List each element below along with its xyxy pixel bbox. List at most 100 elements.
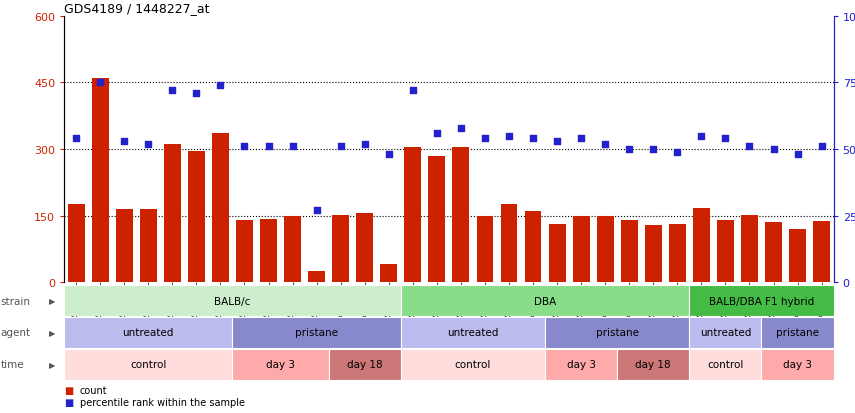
- Bar: [401, 317, 545, 348]
- Point: [310, 207, 323, 214]
- Bar: [762, 317, 834, 348]
- Bar: [645, 226, 662, 282]
- Bar: [212, 134, 229, 282]
- Point: [526, 135, 540, 142]
- Text: pristane: pristane: [776, 328, 819, 338]
- Point: [358, 141, 372, 147]
- Bar: [357, 214, 373, 282]
- Point: [622, 146, 636, 153]
- Bar: [573, 217, 590, 282]
- Bar: [765, 223, 782, 282]
- Text: time: time: [1, 359, 25, 370]
- Bar: [233, 349, 328, 380]
- Point: [430, 130, 444, 137]
- Text: agent: agent: [1, 328, 31, 338]
- Text: day 18: day 18: [347, 359, 382, 370]
- Text: strain: strain: [1, 296, 31, 306]
- Point: [743, 144, 757, 150]
- Point: [670, 149, 684, 155]
- Bar: [404, 147, 422, 282]
- Bar: [689, 285, 834, 316]
- Bar: [401, 349, 545, 380]
- Bar: [328, 349, 401, 380]
- Bar: [789, 229, 806, 282]
- Text: untreated: untreated: [122, 328, 174, 338]
- Text: percentile rank within the sample: percentile rank within the sample: [80, 396, 245, 407]
- Point: [502, 133, 516, 140]
- Text: untreated: untreated: [447, 328, 498, 338]
- Bar: [545, 317, 689, 348]
- Text: ▶: ▶: [49, 297, 56, 305]
- Text: ■: ■: [64, 385, 74, 395]
- Bar: [617, 349, 689, 380]
- Point: [478, 135, 492, 142]
- Bar: [380, 265, 398, 282]
- Point: [767, 146, 781, 153]
- Point: [598, 141, 612, 147]
- Point: [141, 141, 155, 147]
- Text: DBA: DBA: [534, 296, 557, 306]
- Bar: [333, 215, 349, 282]
- Bar: [762, 349, 834, 380]
- Text: ■: ■: [64, 396, 74, 407]
- Text: count: count: [80, 385, 107, 395]
- Bar: [500, 205, 517, 282]
- Point: [286, 144, 299, 150]
- Point: [166, 88, 180, 94]
- Bar: [164, 144, 180, 282]
- Point: [117, 138, 131, 145]
- Bar: [64, 349, 233, 380]
- Bar: [525, 211, 541, 282]
- Text: BALB/DBA F1 hybrid: BALB/DBA F1 hybrid: [709, 296, 814, 306]
- Bar: [401, 285, 689, 316]
- Point: [333, 144, 347, 150]
- Bar: [236, 221, 253, 282]
- Bar: [68, 205, 85, 282]
- Bar: [689, 317, 762, 348]
- Point: [575, 135, 588, 142]
- Point: [238, 144, 251, 150]
- Text: day 18: day 18: [635, 359, 671, 370]
- Text: GDS4189 / 1448227_at: GDS4189 / 1448227_at: [64, 2, 209, 15]
- Bar: [233, 317, 401, 348]
- Point: [815, 144, 828, 150]
- Point: [214, 82, 227, 89]
- Bar: [669, 225, 686, 282]
- Bar: [813, 221, 830, 282]
- Text: pristane: pristane: [596, 328, 639, 338]
- Text: ▶: ▶: [49, 360, 56, 369]
- Text: BALB/c: BALB/c: [215, 296, 251, 306]
- Point: [93, 80, 107, 86]
- Bar: [64, 285, 401, 316]
- Point: [69, 135, 83, 142]
- Bar: [545, 349, 617, 380]
- Bar: [91, 78, 109, 282]
- Point: [190, 90, 203, 97]
- Point: [262, 144, 275, 150]
- Text: day 3: day 3: [783, 359, 812, 370]
- Bar: [717, 221, 734, 282]
- Bar: [689, 349, 762, 380]
- Text: untreated: untreated: [699, 328, 751, 338]
- Text: ▶: ▶: [49, 328, 56, 337]
- Point: [694, 133, 708, 140]
- Text: day 3: day 3: [266, 359, 295, 370]
- Point: [382, 152, 396, 158]
- Bar: [597, 216, 614, 282]
- Bar: [452, 147, 469, 282]
- Bar: [260, 219, 277, 282]
- Bar: [428, 156, 445, 282]
- Bar: [621, 221, 638, 282]
- Bar: [308, 271, 325, 282]
- Text: pristane: pristane: [295, 328, 338, 338]
- Text: control: control: [130, 359, 167, 370]
- Bar: [549, 225, 565, 282]
- Bar: [188, 152, 205, 282]
- Point: [646, 146, 660, 153]
- Point: [551, 138, 564, 145]
- Bar: [115, 209, 133, 282]
- Point: [406, 88, 420, 94]
- Bar: [284, 217, 301, 282]
- Text: day 3: day 3: [567, 359, 596, 370]
- Point: [791, 152, 805, 158]
